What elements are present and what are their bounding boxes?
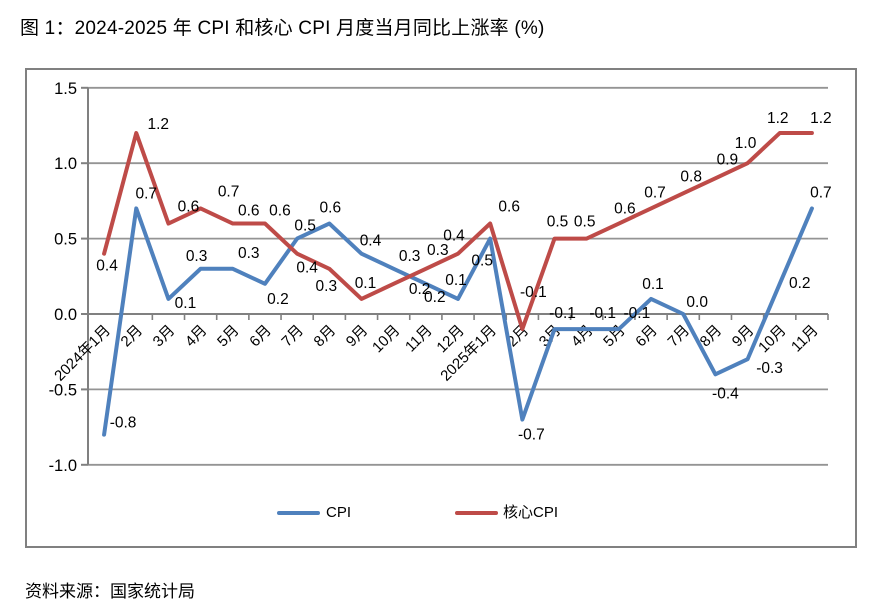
core-cpi-line: [102, 131, 814, 332]
cpi-data-label: 0.4: [360, 233, 382, 250]
source-note: 资料来源：国家统计局: [25, 582, 195, 601]
cpi-data-label: 0.1: [175, 295, 197, 312]
core-cpi-data-label: 0.5: [574, 214, 596, 231]
core-cpi-data-label: 0.6: [614, 201, 636, 218]
core-cpi-data-label: 0.1: [355, 275, 377, 292]
cpi-data-label: -0.1: [624, 305, 651, 322]
core-cpi-data-label: 0.6: [238, 203, 260, 220]
cpi-data-label: 0.7: [810, 184, 832, 201]
cpi-data-label: 0.2: [424, 289, 446, 306]
x-tick-label: 11月: [788, 322, 822, 356]
y-tick-label: 0.5: [54, 231, 77, 249]
cpi-line: [102, 206, 814, 437]
x-tick-label: 11月: [402, 322, 436, 356]
core-cpi-data-label: -0.1: [520, 284, 547, 301]
core-cpi-data-label: 0.7: [644, 184, 666, 201]
core-cpi-data-label: 0.3: [316, 278, 338, 295]
core-cpi-data-label: 1.2: [810, 110, 832, 127]
x-tick-label: 3月: [150, 322, 179, 351]
cpi-data-label: -0.4: [712, 385, 739, 402]
core-cpi-data-label: 0.4: [96, 258, 118, 275]
x-tick-label: 6月: [246, 322, 275, 351]
x-tick-label: 7月: [278, 322, 307, 351]
core-cpi-data-label: 0.6: [498, 199, 520, 216]
cpi-data-label: 0.7: [135, 185, 157, 202]
x-tick-label: 6月: [632, 322, 661, 351]
core-cpi-data-label: 0.2: [409, 281, 431, 298]
cpi-data-label: 0.0: [686, 294, 708, 311]
cpi-data-label: 0.3: [186, 248, 208, 265]
core-cpi-data-label: 0.6: [178, 199, 200, 216]
x-tick-label: 8月: [311, 322, 340, 351]
core-cpi-data-label: 1.0: [735, 135, 757, 152]
cpi-data-label: -0.7: [518, 427, 545, 444]
figure-title: 图 1：2024-2025 年 CPI 和核心 CPI 月度当月同比上涨率 (%…: [20, 18, 545, 39]
y-tick-label: 1.5: [54, 80, 77, 98]
core-cpi-data-label: 0.8: [680, 168, 702, 185]
cpi-data-label: -0.3: [756, 360, 783, 377]
cpi-data-label: 0.3: [238, 245, 260, 262]
x-tick-label: 4月: [182, 322, 211, 351]
core-cpi-data-label: 0.3: [427, 242, 449, 259]
cpi-data-label: 0.5: [294, 218, 316, 235]
y-tick-label: -0.5: [49, 381, 77, 399]
x-tick-label: 9月: [343, 322, 372, 351]
y-tick-label: 1.0: [54, 155, 77, 173]
cpi-data-label: 0.2: [789, 275, 811, 292]
cpi-data-label: -0.8: [110, 415, 137, 432]
core-cpi-data-label: 0.4: [296, 260, 318, 277]
core-cpi-data-label: 1.2: [147, 116, 169, 133]
core-cpi-data-label: 0.5: [547, 214, 569, 231]
cpi-data-label: 0.5: [471, 253, 493, 270]
x-tick-label: 10月: [369, 322, 403, 356]
cpi-data-label: 0.6: [320, 200, 342, 217]
core-cpi-data-label: 0.4: [443, 228, 465, 245]
cpi-data-label: 0.1: [642, 276, 664, 293]
x-tick-label: 2024年1月: [51, 322, 114, 385]
y-tick-label: -1.0: [49, 457, 77, 475]
chart-frame: 1.5 1.0 0.5 0.0 -0.5 -1.0 2024年1月 2月 3月 4月 5月 6月 7月 8…: [25, 68, 857, 548]
core-cpi-data-label: 1.2: [767, 110, 789, 127]
core-cpi-data-label: 0.6: [269, 203, 291, 220]
cpi-data-label: 0.2: [267, 291, 289, 308]
y-tick-label: 0.0: [54, 306, 77, 324]
cpi-data-label: 0.3: [399, 248, 421, 265]
x-tick-label: 4月: [568, 322, 597, 351]
x-tick-label: 5月: [214, 322, 243, 351]
core-cpi-data-label: 0.9: [717, 151, 739, 168]
cpi-data-label: -0.1: [549, 305, 576, 322]
cpi-data-label: -0.1: [589, 305, 616, 322]
cpi-data-label: 0.1: [445, 272, 467, 289]
x-tick-label: 2月: [118, 322, 147, 351]
core-cpi-data-label: 0.7: [218, 183, 240, 200]
